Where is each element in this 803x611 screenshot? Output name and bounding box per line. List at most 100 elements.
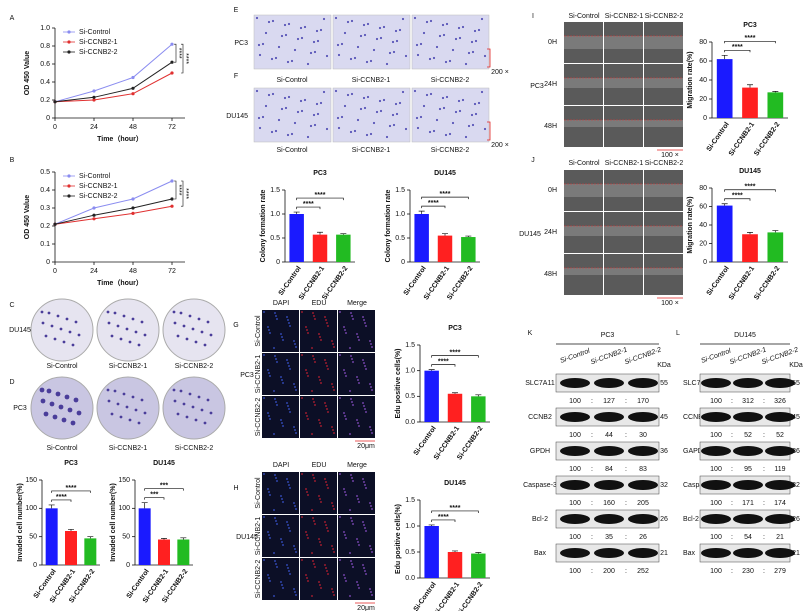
nucleus <box>293 383 295 385</box>
nucleus <box>364 570 366 572</box>
nucleus <box>287 567 289 569</box>
cell <box>438 34 442 38</box>
band <box>733 480 763 490</box>
row-label: 24H <box>544 81 557 88</box>
nucleus <box>305 412 307 414</box>
nucleus <box>273 347 275 349</box>
colony <box>197 317 201 321</box>
cell <box>473 102 477 106</box>
sig-bracket <box>421 196 469 200</box>
y-tick-label: 0.6 <box>40 61 50 68</box>
bar <box>767 232 784 262</box>
band <box>594 480 624 490</box>
row-label: Si-CCNB2-2 <box>255 398 262 437</box>
cell <box>470 40 474 44</box>
point <box>131 92 135 96</box>
row-label: Si-CCNB2-1 <box>255 355 262 394</box>
nucleus <box>325 319 327 321</box>
error-bar <box>317 231 323 235</box>
point <box>131 75 135 80</box>
cell <box>356 118 360 122</box>
nucleus <box>345 332 347 334</box>
nucleus <box>306 415 308 417</box>
band <box>594 412 624 422</box>
cell <box>303 25 307 29</box>
plate-label: Si-CCNB2-2 <box>175 445 214 452</box>
cell <box>432 129 436 133</box>
colony <box>47 311 51 315</box>
column-label: EDU <box>312 300 327 307</box>
band <box>733 446 763 456</box>
band <box>733 378 763 388</box>
nucleus <box>294 548 296 550</box>
colony <box>68 330 72 334</box>
quant-separator: : <box>625 398 627 405</box>
quant-separator: : <box>625 466 627 473</box>
x-tick-label: 24 <box>90 268 98 275</box>
nucleus <box>363 319 365 321</box>
nucleus <box>318 538 320 540</box>
nucleus <box>281 584 283 586</box>
x-tick-label: 24 <box>90 124 98 131</box>
error-bar <box>428 369 435 371</box>
nucleus <box>269 580 271 582</box>
quant-value: 35 <box>605 534 613 541</box>
nucleus <box>281 541 283 543</box>
cell <box>277 118 281 122</box>
nucleus <box>311 433 313 435</box>
colony <box>122 314 126 318</box>
sig-label: *** <box>150 492 158 499</box>
point <box>131 197 135 201</box>
nucleus <box>371 508 373 510</box>
colony <box>53 337 57 341</box>
nucleus <box>365 368 367 370</box>
nucleus <box>294 505 296 507</box>
x-tick-label: 48 <box>129 124 137 131</box>
y-tick-label: 0 <box>46 115 50 122</box>
band <box>560 378 590 388</box>
nucleus <box>286 521 288 523</box>
colony <box>176 412 180 416</box>
nucleus <box>305 369 307 371</box>
cell <box>385 62 389 66</box>
nucleus <box>289 411 291 413</box>
sig-bracket <box>431 364 456 367</box>
nucleus <box>344 491 346 493</box>
quant-value: 230 <box>742 568 754 575</box>
image-label: Si-CCNB2-1 <box>352 147 391 154</box>
y-tick-label: 1.5 <box>405 497 415 504</box>
colony <box>65 317 69 321</box>
cell <box>404 54 408 58</box>
cell <box>312 113 316 117</box>
colony <box>173 399 177 403</box>
band <box>733 412 763 422</box>
nucleus <box>276 523 278 525</box>
nucleus <box>363 481 365 483</box>
nucleus <box>263 397 265 399</box>
cell <box>416 126 420 130</box>
y-tick-label: 0.2 <box>40 97 50 104</box>
kda-label: 26 <box>792 516 800 523</box>
nucleus <box>307 418 309 420</box>
cell <box>349 130 353 134</box>
column-label: Merge <box>347 462 367 469</box>
nucleus <box>326 322 328 324</box>
colony <box>182 324 186 328</box>
nucleus <box>339 516 341 518</box>
sig-label: *** <box>160 483 168 490</box>
y-tick-label: 20 <box>699 240 707 247</box>
nucleus <box>276 318 278 320</box>
nucleus <box>268 415 270 417</box>
cell-line-label: PC3 <box>240 372 254 379</box>
bar <box>437 235 453 262</box>
nucleus <box>356 333 358 335</box>
nucleus <box>326 365 328 367</box>
colony <box>200 330 204 334</box>
colony <box>209 411 213 415</box>
y-tick-label: 0.3 <box>40 205 50 212</box>
nucleus <box>319 498 321 500</box>
nucleus <box>320 544 322 546</box>
y-tick-label: 1.5 <box>395 187 405 194</box>
blot-title: PC3 <box>601 332 615 339</box>
plate-label: Si-CCNB2-2 <box>175 363 214 370</box>
